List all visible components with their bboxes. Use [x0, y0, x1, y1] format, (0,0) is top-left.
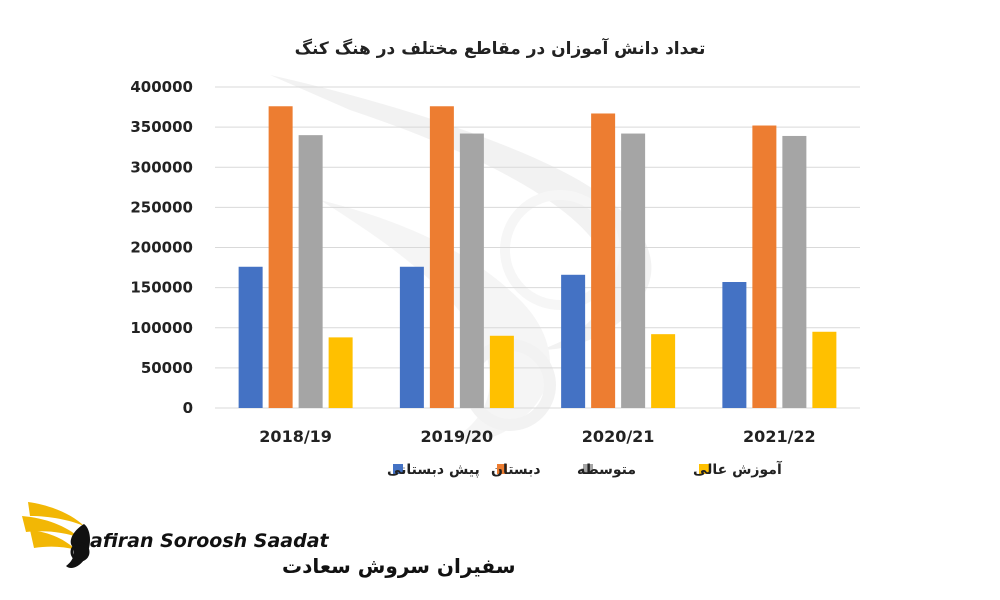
- bar: [782, 135, 807, 408]
- y-tick-label: 50000: [141, 359, 193, 377]
- company-logo: afiran Soroosh Saadat سفیران سروش سعادت: [22, 502, 516, 578]
- bar: [621, 133, 646, 409]
- legend-swatch: [699, 464, 709, 474]
- bar: [399, 266, 424, 408]
- legend-label: متوسطه: [577, 462, 636, 478]
- bar: [722, 282, 747, 408]
- bar: [459, 133, 484, 409]
- y-tick-label: 200000: [130, 239, 193, 257]
- logo-name-fa: سفیران سروش سعادت: [282, 554, 516, 578]
- bar: [429, 106, 454, 408]
- legend-label: دبستان: [491, 462, 541, 478]
- bar: [561, 274, 586, 408]
- y-tick-label: 400000: [130, 78, 193, 96]
- legend-swatch: [497, 464, 507, 474]
- y-tick-label: 0: [183, 399, 193, 417]
- x-axis: 2018/19 2019/20 2020/21 2021/22: [259, 427, 815, 446]
- x-tick-label: 2018/19: [259, 427, 332, 446]
- y-tick-label: 300000: [130, 158, 193, 176]
- x-tick-label: 2021/22: [743, 427, 816, 446]
- bar: [489, 335, 514, 408]
- legend-swatch: [583, 464, 593, 474]
- bar: [238, 266, 263, 408]
- logo-name-en: afiran Soroosh Saadat: [90, 530, 330, 552]
- bar: [328, 337, 353, 408]
- legend: پیش دبستانی دبستان متوسطه آموزش عالی: [387, 460, 783, 478]
- bar: [812, 331, 837, 408]
- y-tick-label: 150000: [130, 279, 193, 297]
- bar: [298, 135, 323, 408]
- legend-label: آموزش عالی: [693, 460, 783, 478]
- bar: [752, 125, 777, 409]
- y-tick-label: 250000: [130, 198, 193, 216]
- wing-icon: [22, 502, 90, 568]
- x-tick-label: 2019/20: [421, 427, 494, 446]
- bars: [238, 106, 837, 409]
- bar: [268, 106, 293, 408]
- legend-label: پیش دبستانی: [387, 462, 480, 478]
- x-tick-label: 2020/21: [582, 427, 655, 446]
- chart-title: تعداد دانش آموزان در مقاطع مختلف در هنگ …: [295, 37, 706, 59]
- bar: [591, 113, 616, 409]
- y-tick-label: 100000: [130, 319, 193, 337]
- legend-swatch: [393, 464, 403, 474]
- y-tick-label: 350000: [130, 118, 193, 136]
- y-axis: 0 50000 100000 150000 200000 250000 300000 3500…: [130, 78, 193, 417]
- bar: [651, 334, 676, 408]
